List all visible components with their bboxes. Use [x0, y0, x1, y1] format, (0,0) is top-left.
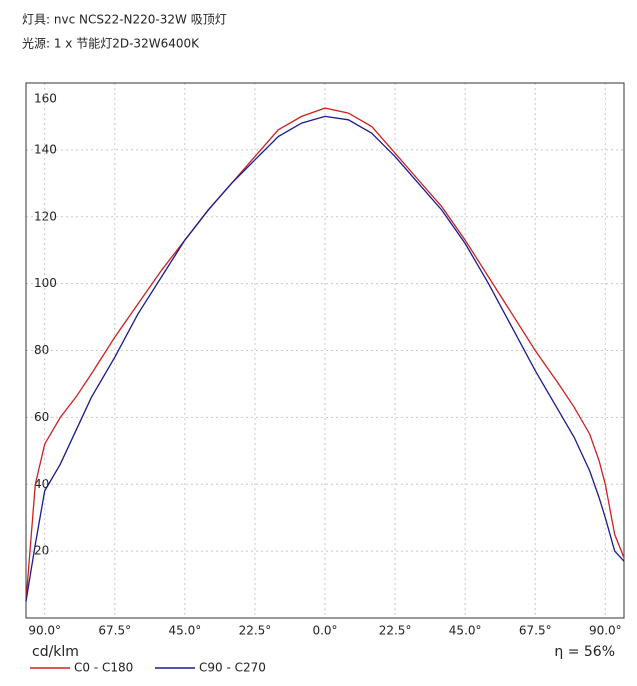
y-tick-label: 140	[34, 142, 57, 156]
y-tick-label: 100	[34, 276, 57, 290]
legend-label: C0 - C180	[74, 661, 133, 675]
x-tick-label: 45.0°	[449, 624, 482, 638]
x-tick-label: 45.0°	[168, 624, 201, 638]
x-tick-label: 90.0°	[28, 624, 61, 638]
x-tick-label: 0.0°	[312, 624, 337, 638]
header-line: 灯具: nvc NCS22-N220-32W 吸顶灯	[22, 13, 227, 27]
y-tick-label: 120	[34, 209, 57, 223]
x-tick-label: 22.5°	[239, 624, 272, 638]
series-line	[25, 107, 625, 602]
y-tick-label: 40	[34, 477, 49, 491]
x-tick-label: 67.5°	[519, 624, 552, 638]
y-tick-label: 160	[34, 92, 57, 106]
header-line: 光源: 1 x 节能灯2D-32W6400K	[22, 37, 200, 51]
x-tick-label: 90.0°	[589, 624, 622, 638]
plot-frame	[25, 82, 625, 619]
y-tick-label: 80	[34, 343, 49, 357]
x-tick-label: 67.5°	[98, 624, 131, 638]
legend-label: C90 - C270	[199, 661, 266, 675]
y-tick-label: 20	[34, 544, 49, 558]
y-axis-unit: cd/klm	[32, 644, 79, 660]
y-tick-label: 60	[34, 410, 49, 424]
efficiency: η = 56%	[554, 644, 615, 660]
series-line	[25, 115, 625, 602]
x-tick-label: 22.5°	[379, 624, 412, 638]
